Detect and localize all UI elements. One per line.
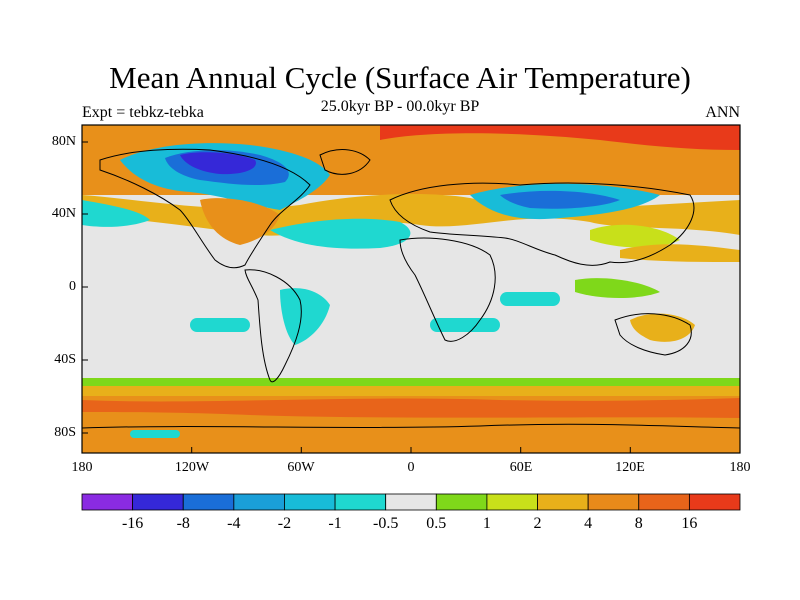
lon-label-120w: 120W	[174, 460, 210, 475]
north-america-warm-patch	[200, 198, 280, 245]
colorbar-label: -2	[278, 515, 291, 532]
colorbar-label: -16	[122, 515, 143, 532]
lat-label-0: 0	[69, 279, 76, 294]
ross-sea-cool-patch	[130, 430, 180, 438]
lon-label-180e: 180	[729, 460, 751, 475]
siberia-hot-area	[380, 125, 740, 150]
north-pacific-cool-area	[82, 200, 150, 227]
eurasia-colder-area	[500, 190, 620, 209]
colorbar-swatch	[385, 493, 437, 511]
colorbar-swatch	[688, 493, 741, 511]
laurentide-coldest-area	[180, 152, 256, 175]
australia-coast	[614, 313, 692, 356]
colorbar-label: 8	[635, 515, 643, 532]
colorbar-swatch	[537, 493, 589, 511]
map-field	[82, 125, 740, 453]
colorbar-swatch	[284, 493, 336, 511]
colorbar-swatch	[81, 493, 134, 511]
southern-ocean-strong-band	[82, 398, 740, 418]
lon-label-0: 0	[407, 460, 415, 475]
colorbar-swatch	[587, 493, 640, 511]
colorbar: -16 -8 -4 -2 -1 -0.5 0.5 1 2 4 8 16	[81, 493, 741, 532]
colorbar-swatch	[486, 493, 538, 511]
colorbar-label: 2	[534, 515, 542, 532]
coastlines	[82, 148, 740, 429]
colorbar-swatch	[233, 493, 285, 511]
lat-label-40s: 40S	[54, 352, 76, 367]
colorbar-label: -4	[227, 515, 240, 532]
colorbar-swatch	[132, 493, 184, 511]
southern-yellow-band	[82, 386, 740, 398]
colorbar-swatch	[435, 493, 488, 511]
lon-label-60w: 60W	[287, 460, 315, 475]
lon-label-180w: 180	[71, 460, 93, 475]
colorbar-swatch	[638, 493, 690, 511]
colorbar-label: 16	[681, 515, 697, 532]
plot-subtitle: 25.0kyr BP - 00.0kyr BP	[320, 98, 480, 115]
plot-title: Mean Annual Cycle (Surface Air Temperatu…	[109, 60, 691, 95]
north-atlantic-cool-area	[270, 218, 411, 249]
colorbar-label: 1	[483, 515, 491, 532]
indian-ocean-cool-patch	[500, 292, 560, 306]
antarctica-warm-area	[82, 421, 740, 453]
east-asia-yellow-area	[590, 224, 680, 248]
season-label: ANN	[705, 104, 740, 121]
colorbar-label: 0.5	[426, 515, 446, 532]
colorbar-label: -8	[177, 515, 190, 532]
lat-label-80n: 80N	[51, 134, 76, 149]
lon-label-60e: 60E	[509, 460, 533, 475]
lon-label-120e: 120E	[615, 460, 645, 475]
antarctica-coast	[82, 423, 740, 429]
south-atlantic-cool-patch	[430, 318, 500, 332]
south-america-cool-area	[280, 288, 330, 345]
eurasia-coast	[389, 182, 695, 266]
north-america-coast	[99, 148, 311, 269]
colorbar-swatch	[182, 493, 235, 511]
colorbar-label: 4	[584, 515, 592, 532]
southern-green-band	[82, 378, 740, 388]
experiment-label: Expt = tebkz-tebka	[82, 104, 204, 121]
greenland-coast	[319, 149, 371, 175]
colorbar-label: -1	[328, 515, 341, 532]
australia-warm-area	[630, 313, 695, 342]
indonesia-green-area	[575, 278, 660, 298]
lat-label-40n: 40N	[51, 206, 76, 221]
colorbar-label: -0.5	[373, 515, 398, 532]
west-pacific-warm-area	[620, 244, 740, 262]
colorbar-swatch	[334, 493, 387, 511]
south-america-coast	[244, 269, 302, 383]
africa-coast	[399, 237, 496, 342]
axis-ticks	[81, 141, 741, 453]
lat-label-80s: 80S	[54, 425, 76, 440]
east-pacific-cool-patch	[190, 318, 250, 332]
